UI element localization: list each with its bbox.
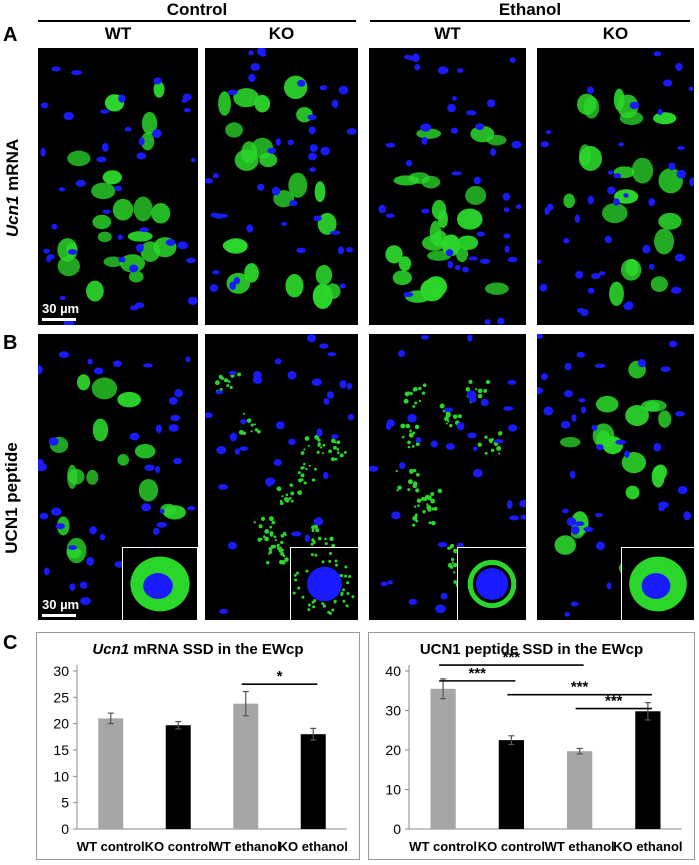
col-head-wt-ethanol: WT xyxy=(434,24,461,43)
micrograph-mrna-ko-ethanol xyxy=(537,48,694,325)
y-tick-label-2: 10 xyxy=(53,768,69,784)
x-tick-label-2: WT ethanol xyxy=(211,839,281,854)
bar-2 xyxy=(233,703,259,829)
panel-letter-a: A xyxy=(3,24,18,46)
significance-label-0: * xyxy=(277,668,283,685)
inset-peptide-wt-control xyxy=(122,547,198,621)
chart-c-title-italic: Ucn1 xyxy=(92,641,130,658)
x-tick-label-1: KO control xyxy=(478,839,545,854)
bar-3 xyxy=(300,734,326,829)
group-title-ethanol: Ethanol xyxy=(498,0,562,19)
y-tick-label-3: 30 xyxy=(385,703,401,719)
bar-1 xyxy=(165,725,191,829)
y-tick-label-1: 10 xyxy=(385,782,401,798)
x-tick-label-0: WT control xyxy=(77,839,145,854)
x-tick-label-2: WT ethanol xyxy=(545,839,615,854)
chart-c-box: Ucn1 mRNA SSD in the EWcp 0 5 10 15 20 25 30 WT… xyxy=(36,632,360,860)
x-tick-label-1: KO control xyxy=(145,839,212,854)
chart-c-title: Ucn1 mRNA SSD in the EWcp xyxy=(37,641,359,658)
micrograph-mrna-ko-control xyxy=(205,48,358,325)
y-tick-label-2: 20 xyxy=(385,742,401,758)
row-label-ucn1-mrna: Ucn1 mRNA xyxy=(3,133,23,243)
bar-3 xyxy=(635,711,661,829)
chart-d-plot: 0 10 20 30 40 WT control KO control WT ethanolK… xyxy=(385,649,682,854)
row-label-ucn1-peptide: UCN1 peptide xyxy=(2,442,21,554)
x-tick-label-3: KO ethanol xyxy=(279,839,348,854)
micrograph-mrna-wt-ethanol xyxy=(369,48,526,325)
micrograph-mrna-wt-control xyxy=(38,48,198,325)
significance-label-3: *** xyxy=(605,693,623,710)
x-tick-label-3: KO ethanol xyxy=(613,839,682,854)
y-tick-label-1: 5 xyxy=(61,795,69,811)
bar-1 xyxy=(498,740,525,829)
y-tick-label-0: 0 xyxy=(61,821,69,837)
scale-label-b: 30 µm xyxy=(42,597,80,612)
y-tick-label-5: 25 xyxy=(53,689,69,705)
bar-0 xyxy=(430,688,456,829)
y-tick-label-4: 40 xyxy=(385,663,401,679)
chart-d-box: UCN1 peptide SSD in the EWcp 0 10 20 30 40 WT… xyxy=(368,632,695,860)
group-line-ethanol xyxy=(370,20,690,22)
y-tick-label-0: 0 xyxy=(393,821,401,837)
inset-peptide-wt-ethanol xyxy=(457,547,527,621)
y-tick-label-3: 15 xyxy=(53,742,69,758)
group-title-control: Control xyxy=(166,0,228,19)
significance-label-0: *** xyxy=(503,649,521,666)
chart-c-title-rest: mRNA SSD in the EWcp xyxy=(129,641,304,658)
col-head-ko-control: KO xyxy=(268,24,295,43)
scale-bar-b xyxy=(42,614,76,617)
inset-peptide-ko-ethanol xyxy=(621,547,695,621)
x-tick-label-0: WT control xyxy=(409,839,477,854)
panel-letter-b: B xyxy=(3,332,18,354)
panel-letter-c: C xyxy=(3,632,18,654)
scale-bar-a xyxy=(42,318,76,321)
bar-2 xyxy=(566,751,593,829)
scale-label-a: 30 µm xyxy=(42,301,80,316)
row-label-ucn1-italic: Ucn1 xyxy=(3,195,22,238)
significance-label-1: *** xyxy=(468,665,486,682)
row-label-mrna-text: mRNA xyxy=(3,138,22,196)
chart-d-title: UCN1 peptide SSD in the EWcp xyxy=(419,641,644,658)
significance-label-2: *** xyxy=(571,679,589,696)
col-head-wt-control: WT xyxy=(104,24,132,43)
y-tick-label-6: 30 xyxy=(53,663,69,679)
bar-0 xyxy=(98,718,124,829)
y-tick-label-4: 20 xyxy=(53,716,69,732)
inset-peptide-ko-control xyxy=(290,547,359,621)
col-head-ko-ethanol: KO xyxy=(602,24,629,43)
group-line-control xyxy=(38,20,356,22)
